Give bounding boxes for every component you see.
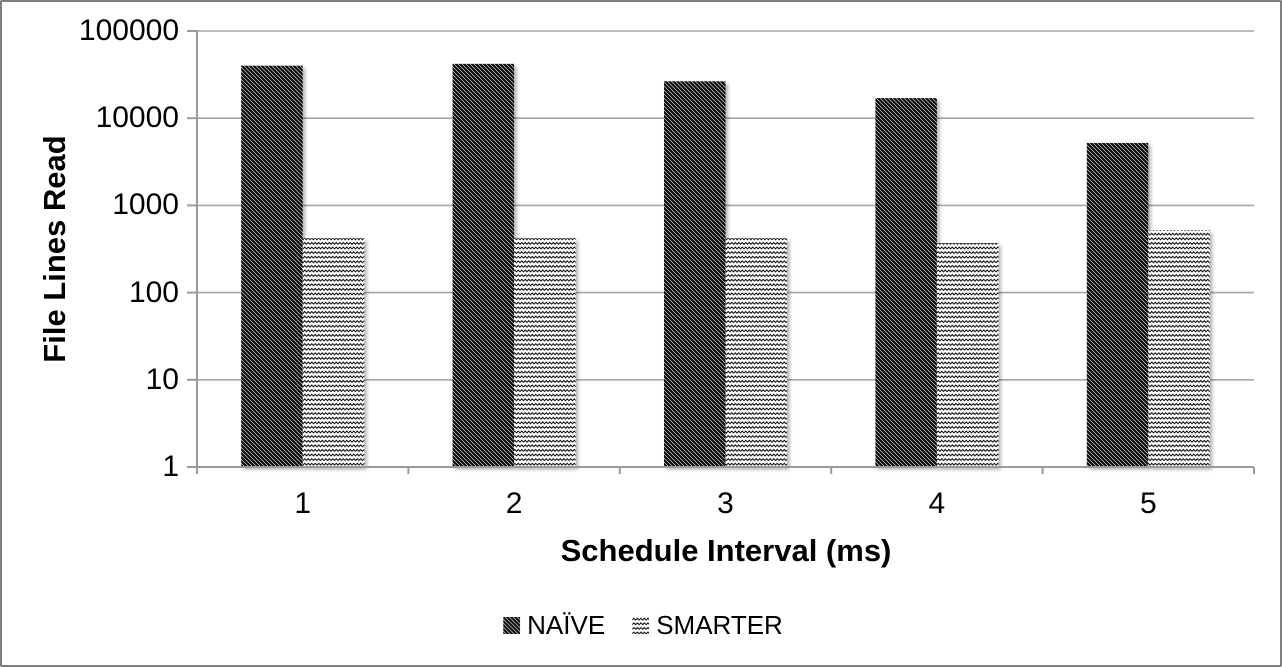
- axes: [187, 30, 1255, 474]
- legend-item-smarter: SMARTER: [632, 612, 783, 638]
- legend-item-naive: NAÏVE: [503, 612, 605, 638]
- legend-label-naive: NAÏVE: [527, 610, 606, 640]
- bar-naive-1: [241, 65, 303, 467]
- smarter-zigzag-swatch-icon: [632, 616, 650, 634]
- x-tick-label-2: 2: [505, 487, 523, 520]
- bar-smarter-2: [514, 238, 576, 467]
- bar-smarter-5: [1148, 230, 1210, 467]
- bar-naive-5: [1086, 142, 1149, 467]
- bar-naive-4: [875, 98, 937, 467]
- bar-smarter-4: [936, 243, 999, 467]
- y-tick-label-10: 10: [145, 362, 179, 396]
- x-tick-label-3: 3: [717, 487, 734, 520]
- y-tick-label-100000: 100000: [78, 14, 179, 47]
- x-tick-label-5: 5: [1139, 487, 1157, 520]
- naive-hatch-swatch-icon: [503, 616, 521, 634]
- y-tick-label-100: 100: [128, 275, 179, 309]
- bars: [241, 63, 1210, 467]
- x-axis-title: Schedule Interval (ms): [560, 533, 892, 568]
- y-tick-label-1000: 1000: [112, 188, 179, 222]
- legend-label-smarter: SMARTER: [656, 610, 783, 640]
- y-tick-label-1: 1: [162, 450, 179, 483]
- bar-naive-3: [664, 81, 726, 467]
- bar-smarter-1: [302, 238, 365, 467]
- x-tick-label-1: 1: [294, 487, 312, 520]
- legend: NAÏVE SMARTER: [503, 612, 783, 638]
- bar-naive-2: [452, 63, 515, 467]
- bar-smarter-3: [725, 238, 787, 467]
- x-tick-label-4: 4: [928, 487, 946, 520]
- y-axis-title: File Lines Read: [37, 135, 72, 363]
- y-tick-label-10000: 10000: [95, 101, 179, 135]
